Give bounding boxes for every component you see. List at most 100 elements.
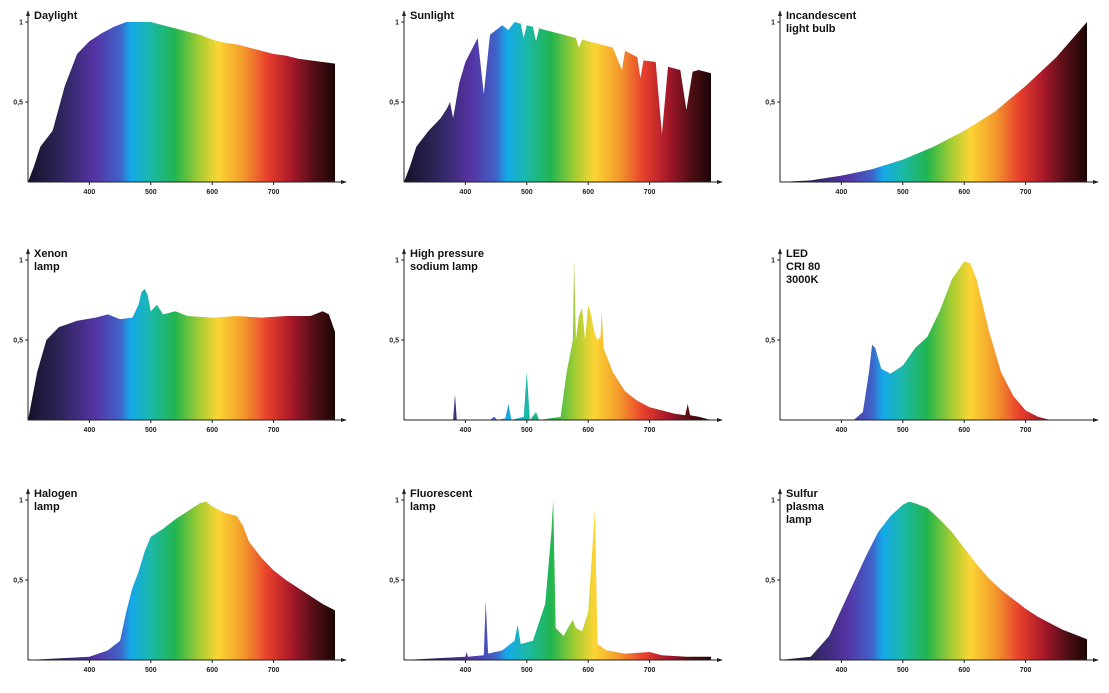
y-tick-label: 0,5 xyxy=(765,100,775,107)
x-tick-label: 400 xyxy=(836,427,848,434)
spectrum-area xyxy=(780,22,1087,182)
spectrum-panel: 400 500 600 700 0,5 1 Sulfur plasma lamp xyxy=(752,478,1099,693)
spectrum-chart: 400 500 600 700 0,5 1 xyxy=(389,488,723,674)
spectrum-area xyxy=(780,501,1087,660)
y-tick-label: 0,5 xyxy=(389,338,399,345)
spectrum-area xyxy=(28,501,335,660)
y-axis-arrow xyxy=(402,488,406,494)
chart-title: Sunlight xyxy=(410,10,454,22)
chart-title: Incandescent light bulb xyxy=(786,10,857,35)
chart-title: Halogen lamp xyxy=(34,488,78,513)
spectrum-chart: 400 500 600 700 0,5 1 xyxy=(765,248,1099,434)
spectrum-area xyxy=(780,261,1087,420)
x-tick-label: 400 xyxy=(836,189,848,196)
x-tick-label: 600 xyxy=(206,427,218,434)
spectrum-chart: 400 500 600 700 0,5 1 xyxy=(13,488,347,674)
spectrum-panel: 400 500 600 700 0,5 1 Fluorescent lamp xyxy=(376,478,723,693)
y-tick-label: 0,5 xyxy=(13,100,23,107)
y-tick-label: 1 xyxy=(395,498,399,505)
spectrum-chart: 400 500 600 700 0,5 1 xyxy=(13,248,347,434)
y-tick-label: 1 xyxy=(771,258,775,265)
y-tick-label: 0,5 xyxy=(765,578,775,585)
x-tick-label: 500 xyxy=(145,667,157,674)
spectrum-area xyxy=(28,22,335,182)
y-axis-arrow xyxy=(26,10,30,16)
x-axis-arrow xyxy=(1093,418,1099,422)
y-axis-arrow xyxy=(402,10,406,16)
x-tick-label: 400 xyxy=(84,427,96,434)
y-tick-label: 1 xyxy=(19,258,23,265)
spectrum-chart: 400 500 600 700 0,5 1 xyxy=(389,248,723,434)
x-tick-label: 700 xyxy=(644,667,656,674)
spectrum-chart: 400 500 600 700 0,5 1 xyxy=(765,10,1099,196)
x-tick-label: 700 xyxy=(1020,667,1032,674)
spectrum-panel: 400 500 600 700 0,5 1 Xenon lamp xyxy=(0,238,347,453)
x-tick-label: 600 xyxy=(582,189,594,196)
y-tick-label: 0,5 xyxy=(13,338,23,345)
y-axis-arrow xyxy=(778,10,782,16)
x-tick-label: 600 xyxy=(206,667,218,674)
x-tick-label: 400 xyxy=(836,667,848,674)
y-axis-arrow xyxy=(778,488,782,494)
x-tick-label: 600 xyxy=(206,189,218,196)
y-tick-label: 0,5 xyxy=(389,100,399,107)
y-axis-arrow xyxy=(26,488,30,494)
spectrum-area xyxy=(404,500,711,660)
x-tick-label: 700 xyxy=(644,427,656,434)
x-axis-arrow xyxy=(341,658,347,662)
x-tick-label: 700 xyxy=(644,189,656,196)
x-tick-label: 700 xyxy=(1020,427,1032,434)
chart-title: High pressure sodium lamp xyxy=(410,248,484,273)
x-tick-label: 600 xyxy=(582,667,594,674)
x-axis-arrow xyxy=(717,658,723,662)
x-tick-label: 400 xyxy=(460,189,472,196)
x-tick-label: 600 xyxy=(958,667,970,674)
x-axis-arrow xyxy=(341,180,347,184)
spectrum-panel: 400 500 600 700 0,5 1 Incandescent light bulb xyxy=(752,0,1099,215)
x-tick-label: 400 xyxy=(84,667,96,674)
chart-title: Fluorescent lamp xyxy=(410,488,473,513)
chart-title: Sulfur plasma lamp xyxy=(786,488,824,526)
x-axis-arrow xyxy=(341,418,347,422)
x-tick-label: 400 xyxy=(460,667,472,674)
x-tick-label: 500 xyxy=(521,667,533,674)
y-tick-label: 1 xyxy=(771,20,775,27)
y-tick-label: 1 xyxy=(19,498,23,505)
x-tick-label: 700 xyxy=(268,667,280,674)
spectrum-chart: 400 500 600 700 0,5 1 xyxy=(389,10,723,196)
x-tick-label: 500 xyxy=(897,667,909,674)
spectrum-chart: 400 500 600 700 0,5 1 xyxy=(765,488,1099,674)
x-tick-label: 700 xyxy=(1020,189,1032,196)
spectrum-panel: 400 500 600 700 0,5 1 Daylight xyxy=(0,0,347,215)
y-tick-label: 1 xyxy=(395,258,399,265)
spectrum-area xyxy=(404,22,711,182)
y-axis-arrow xyxy=(26,248,30,254)
x-tick-label: 500 xyxy=(897,427,909,434)
x-tick-label: 400 xyxy=(460,427,472,434)
x-tick-label: 700 xyxy=(268,189,280,196)
x-tick-label: 700 xyxy=(268,427,280,434)
chart-title: Daylight xyxy=(34,10,78,22)
x-tick-label: 600 xyxy=(958,189,970,196)
spectrum-chart: 400 500 600 700 0,5 1 xyxy=(13,10,347,196)
y-axis-arrow xyxy=(778,248,782,254)
spectrum-panel: 400 500 600 700 0,5 1 LED CRI 80 3000K xyxy=(752,238,1099,453)
spectrum-panel: 400 500 600 700 0,5 1 Sunlight xyxy=(376,0,723,215)
spectrum-panel: 400 500 600 700 0,5 1 High pressure sodium lam… xyxy=(376,238,723,453)
y-tick-label: 1 xyxy=(19,20,23,27)
y-axis-arrow xyxy=(402,248,406,254)
x-tick-label: 500 xyxy=(145,427,157,434)
spectrum-panel: 400 500 600 700 0,5 1 Halogen lamp xyxy=(0,478,347,693)
x-axis-arrow xyxy=(1093,658,1099,662)
y-tick-label: 0,5 xyxy=(389,578,399,585)
chart-title: LED CRI 80 3000K xyxy=(786,248,821,286)
x-axis-arrow xyxy=(717,180,723,184)
x-tick-label: 500 xyxy=(897,189,909,196)
y-tick-label: 1 xyxy=(395,20,399,27)
x-axis-arrow xyxy=(1093,180,1099,184)
spectrum-area xyxy=(28,288,335,420)
chart-title: Xenon lamp xyxy=(34,248,68,273)
spectra-grid: 400 500 600 700 0,5 1 Daylight 400 500 600 700 0,5 1… xyxy=(0,0,1099,674)
x-tick-label: 500 xyxy=(521,427,533,434)
x-axis-arrow xyxy=(717,418,723,422)
